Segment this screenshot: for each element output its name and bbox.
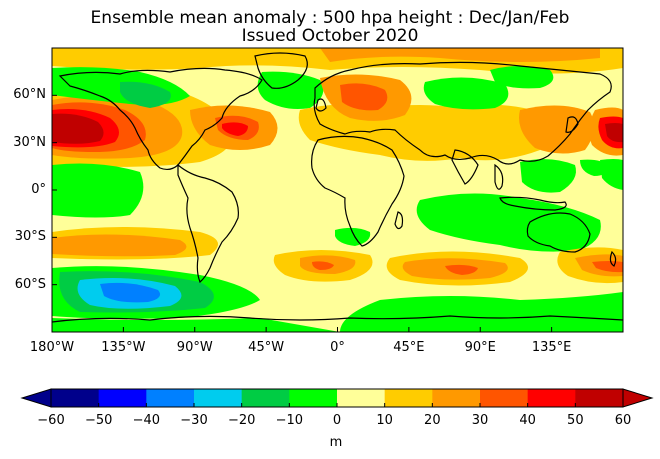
- coastline-japan: [565, 116, 579, 133]
- coastline-indonesia: [499, 196, 567, 211]
- colorbar-tick-label: 0: [332, 413, 342, 428]
- colorbar-swatch: [575, 389, 624, 407]
- axis-ticks: [51, 94, 553, 332]
- anomaly-region: [222, 122, 248, 136]
- anomaly-region: [520, 159, 576, 193]
- colorbar-swatch: [241, 389, 290, 407]
- colorbar: [20, 388, 654, 408]
- anomaly-region: [120, 81, 171, 108]
- anomaly-region: [335, 227, 371, 246]
- colorbar-tick-label: −10: [275, 413, 304, 428]
- anomaly-region: [312, 261, 334, 270]
- anomaly-region: [340, 83, 388, 111]
- coastline-australia: [526, 212, 591, 253]
- colorbar-tick-label: 40: [519, 413, 536, 428]
- anomaly-region: [52, 234, 187, 257]
- anomaly-region: [100, 282, 161, 303]
- anomaly-region: [52, 318, 340, 332]
- colorbar-swatch: [432, 389, 481, 407]
- map-subtitle: Issued October 2020: [241, 26, 419, 46]
- coastline-new-zealand: [609, 250, 617, 267]
- colorbar-swatch: [480, 389, 529, 407]
- x-tick-label: 0°: [330, 340, 345, 355]
- colorbar-tick-label: 30: [471, 413, 489, 428]
- coastline-eurasia: [313, 61, 612, 165]
- colorbar-swatch: [146, 389, 195, 407]
- colorbar-swatch: [337, 389, 386, 407]
- coastline-india: [451, 149, 479, 185]
- coastline-antarctica: [52, 315, 623, 323]
- y-tick-label: 0°: [31, 182, 46, 197]
- colorbar-swatch: [527, 389, 576, 407]
- coastline-africa: [311, 135, 405, 247]
- anomaly-region: [580, 159, 610, 176]
- coastlines: [52, 52, 623, 323]
- anomaly-region: [52, 163, 144, 218]
- coastline-madagascar: [394, 211, 404, 230]
- colorbar-extend-high: [622, 388, 654, 408]
- anomaly-region: [257, 71, 324, 109]
- x-tick-label: 180°W: [29, 340, 75, 355]
- anomaly-region: [445, 264, 478, 275]
- colorbar-tick-label: −30: [180, 413, 208, 428]
- anomaly-field: [52, 48, 623, 332]
- y-tick-label: 60°S: [14, 276, 46, 292]
- x-tick-label: 135°E: [531, 340, 572, 355]
- colorbar-tick-label: −60: [37, 413, 65, 428]
- colorbar-swatch: [384, 389, 433, 407]
- anomaly-region: [320, 48, 600, 62]
- colorbar-tick-label: −40: [132, 413, 161, 428]
- anomaly-region: [52, 113, 104, 144]
- colorbar-tick-label: −20: [227, 413, 256, 428]
- colorbar-unit: m: [329, 435, 343, 450]
- colorbar-swatch: [194, 389, 243, 407]
- coastline-south-america: [177, 163, 239, 283]
- colorbar-swatch: [289, 389, 338, 407]
- x-tick-label: 90°W: [176, 340, 213, 355]
- anomaly-region: [423, 77, 509, 110]
- anomaly-region: [340, 292, 623, 332]
- map-title: Ensemble mean anomaly : 500 hpa height :…: [90, 8, 570, 28]
- colorbar-swatch: [98, 389, 147, 407]
- anomaly-region: [490, 66, 554, 89]
- colorbar-swatch: [51, 389, 100, 407]
- coastline-uk: [315, 98, 327, 112]
- x-tick-label: 45°E: [393, 340, 425, 355]
- coastline-greenland: [254, 52, 308, 89]
- colorbar-tick-label: −50: [84, 413, 113, 428]
- anomaly-region: [605, 123, 623, 143]
- colorbar-tick-label: 50: [567, 413, 584, 428]
- colorbar-extend-low: [20, 388, 52, 408]
- coastline-se-asia: [494, 163, 504, 190]
- coastline-north-america: [58, 67, 263, 171]
- colorbar-tick-label: 20: [424, 413, 441, 428]
- y-tick-label: 30°N: [13, 134, 46, 150]
- y-tick-label: 60°N: [13, 87, 46, 103]
- x-tick-label: 45°W: [248, 340, 285, 355]
- colorbar-tick-label: 60: [614, 413, 632, 428]
- colorbar-tick-label: 10: [376, 413, 393, 428]
- x-tick-label: 90°E: [464, 340, 496, 355]
- anomaly-region: [416, 193, 601, 252]
- y-tick-label: 30°S: [14, 229, 46, 245]
- x-tick-label: 135°W: [101, 340, 146, 355]
